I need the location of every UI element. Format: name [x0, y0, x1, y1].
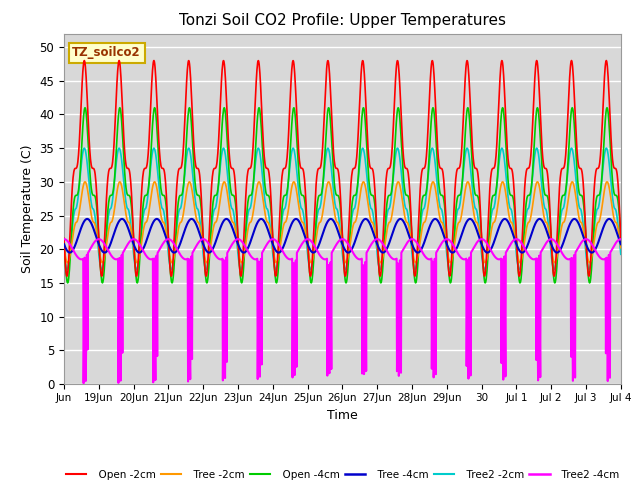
- Y-axis label: Soil Temperature (C): Soil Temperature (C): [21, 144, 34, 273]
- Tree -2cm: [64, 260, 72, 265]
- Open -2cm: [617, 236, 625, 241]
- Tree2 -2cm: [556, 225, 563, 231]
- Line: Tree -4cm: Tree -4cm: [64, 219, 621, 252]
- Open -4cm: [603, 105, 611, 110]
- Open -4cm: [328, 145, 336, 151]
- Tree -4cm: [317, 235, 325, 240]
- Tree -2cm: [474, 222, 482, 228]
- Line: Tree2 -2cm: Tree2 -2cm: [64, 148, 621, 269]
- Tree -4cm: [617, 241, 625, 247]
- Line: Open -4cm: Open -4cm: [64, 108, 621, 283]
- Tree -4cm: [474, 230, 482, 236]
- Open -4cm: [474, 194, 482, 200]
- Tree2 -4cm: [148, 256, 156, 262]
- Open -4cm: [317, 191, 325, 196]
- Tree -2cm: [60, 245, 68, 251]
- Open -2cm: [63, 273, 71, 279]
- Line: Open -2cm: Open -2cm: [64, 60, 621, 276]
- Line: Tree2 -4cm: Tree2 -4cm: [64, 239, 621, 383]
- Tree2 -2cm: [148, 156, 156, 162]
- Open -4cm: [556, 218, 563, 224]
- Open -4cm: [60, 236, 68, 242]
- Tree -4cm: [148, 223, 156, 229]
- Tree2 -4cm: [80, 380, 88, 386]
- Open -4cm: [611, 191, 618, 197]
- Tree2 -4cm: [556, 246, 563, 252]
- Text: TZ_soilco2: TZ_soilco2: [72, 47, 141, 60]
- Tree2 -2cm: [328, 174, 336, 180]
- Tree2 -4cm: [610, 243, 618, 249]
- Tree2 -4cm: [317, 254, 325, 260]
- Tree2 -4cm: [474, 239, 482, 244]
- Open -4cm: [617, 236, 625, 242]
- Tree2 -2cm: [63, 266, 71, 272]
- Tree2 -2cm: [317, 196, 325, 202]
- X-axis label: Time: Time: [327, 408, 358, 421]
- Tree -2cm: [556, 237, 563, 243]
- Open -4cm: [148, 141, 156, 147]
- Tree -4cm: [611, 223, 618, 228]
- Legend:   Open -2cm,   Tree -2cm,   Open -4cm,   Tree -4cm,   Tree2 -2cm,   Tree2 -4cm: Open -2cm, Tree -2cm, Open -4cm, Tree -4…: [61, 466, 623, 480]
- Tree -4cm: [60, 241, 68, 247]
- Tree2 -4cm: [617, 236, 625, 242]
- Tree -4cm: [605, 216, 613, 222]
- Open -2cm: [474, 171, 482, 177]
- Line: Tree -2cm: Tree -2cm: [64, 182, 621, 263]
- Tree -4cm: [328, 216, 336, 222]
- Title: Tonzi Soil CO2 Profile: Upper Temperatures: Tonzi Soil CO2 Profile: Upper Temperatur…: [179, 13, 506, 28]
- Tree2 -2cm: [60, 252, 68, 257]
- Open -2cm: [611, 165, 618, 171]
- Tree -2cm: [148, 191, 156, 197]
- Open -2cm: [60, 236, 68, 241]
- Open -2cm: [328, 123, 336, 129]
- Tree -4cm: [66, 250, 74, 255]
- Tree2 -2cm: [611, 205, 618, 211]
- Tree -2cm: [317, 216, 325, 222]
- Open -4cm: [64, 280, 72, 286]
- Tree -4cm: [556, 248, 563, 254]
- Tree2 -4cm: [328, 249, 336, 255]
- Tree -2cm: [611, 216, 618, 222]
- Open -2cm: [317, 158, 325, 164]
- Tree2 -2cm: [602, 145, 610, 151]
- Tree2 -2cm: [617, 252, 625, 257]
- Tree -2cm: [617, 245, 625, 251]
- Open -2cm: [556, 185, 563, 191]
- Tree -2cm: [328, 192, 336, 198]
- Open -2cm: [148, 86, 156, 92]
- Tree2 -2cm: [474, 214, 482, 220]
- Open -2cm: [602, 58, 610, 63]
- Tree2 -4cm: [60, 236, 68, 242]
- Tree -2cm: [603, 179, 611, 185]
